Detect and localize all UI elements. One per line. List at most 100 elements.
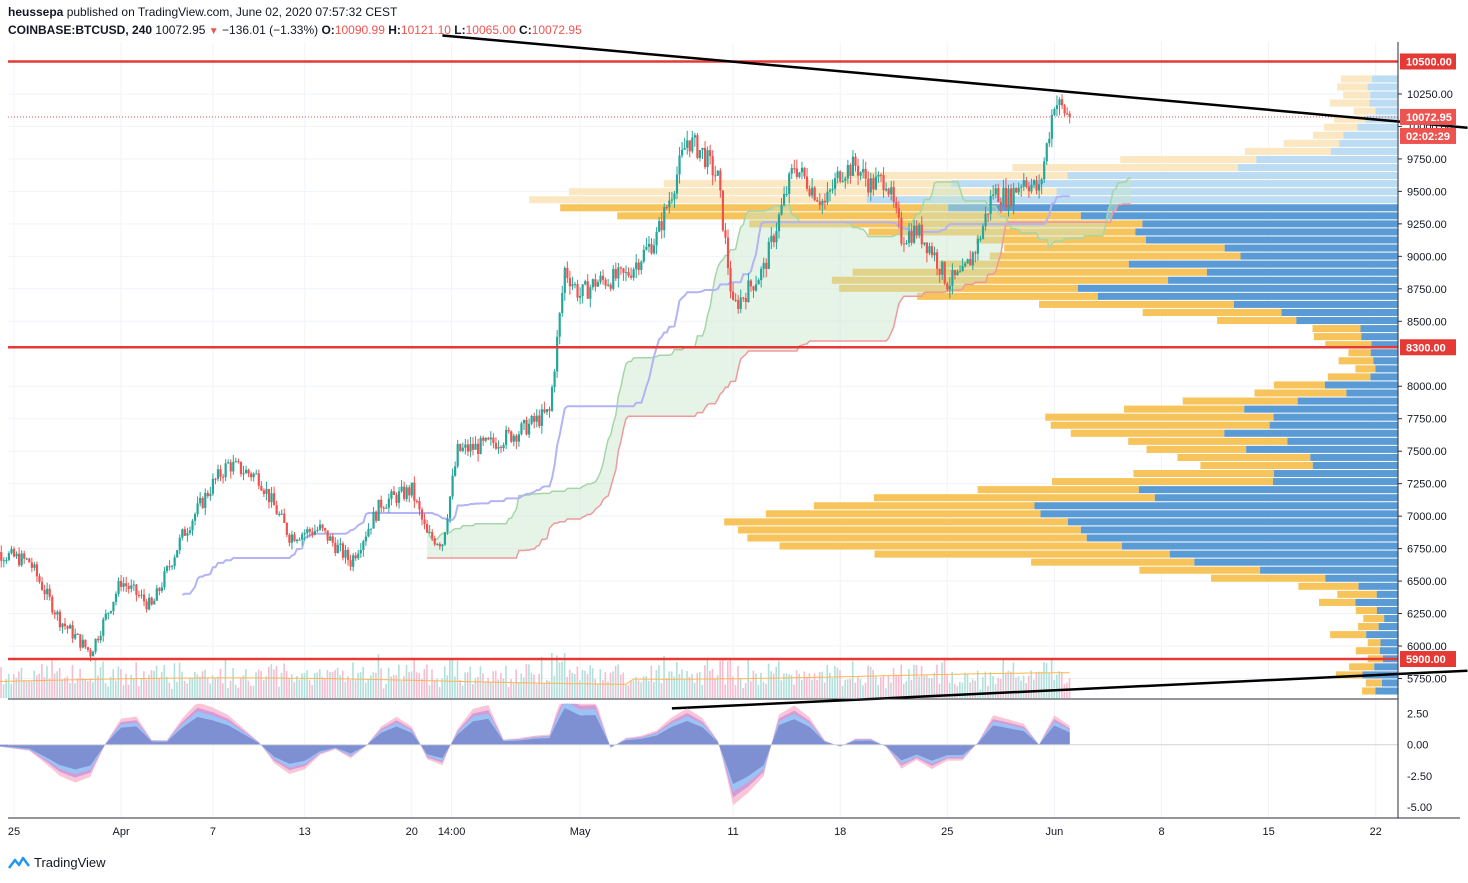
volume-bar: [800, 679, 803, 698]
volume-bar: [464, 672, 466, 698]
volume-bar: [64, 677, 66, 698]
candle-body: [219, 469, 222, 477]
trendlines[interactable]: [442, 34, 1468, 710]
time-tick-label: 14:00: [438, 826, 466, 838]
volume-profile-row: [1254, 389, 1347, 397]
volume-bar: [556, 655, 558, 698]
candle-body: [783, 194, 786, 206]
candle-body: [665, 207, 668, 209]
candle-body: [341, 543, 345, 558]
volume-bar: [510, 679, 512, 698]
time-tick-label: 8: [1158, 826, 1164, 838]
volume-bar: [1035, 672, 1038, 698]
symbol-name[interactable]: COINBASE:BTCUSD: [8, 23, 126, 37]
volume-profile-row: [724, 518, 1068, 526]
candle-body: [851, 156, 855, 176]
volume-bar: [13, 674, 15, 698]
candle-body: [1009, 188, 1013, 206]
candle-body: [466, 444, 469, 452]
price-tick-label: 9000.00: [1407, 251, 1447, 263]
volume-profile-row: [1370, 349, 1398, 357]
volume-profile-row: [1206, 268, 1398, 276]
volume-bar: [232, 667, 234, 698]
volume-bar: [155, 665, 158, 698]
candle-body: [270, 493, 273, 503]
price-tick-label: 8500.00: [1407, 316, 1447, 328]
candle-body: [114, 593, 118, 602]
volume-bar: [188, 678, 191, 698]
volume-bar: [841, 686, 844, 698]
volume-profile-row: [1273, 478, 1398, 486]
candle-body: [150, 597, 153, 605]
candle-body: [257, 473, 260, 486]
volume-bar: [61, 679, 64, 698]
volume-bar: [846, 679, 849, 698]
candle-body: [902, 243, 906, 245]
volume-bar: [614, 665, 617, 698]
candle-body: [933, 252, 936, 256]
volume-bar: [650, 665, 653, 698]
candle-body: [757, 280, 760, 285]
volume-bar: [1027, 675, 1030, 698]
candle-body: [1045, 143, 1048, 162]
interval[interactable]: 240: [132, 23, 153, 37]
volume-bar: [520, 673, 523, 698]
volume-bar: [612, 671, 614, 698]
down-arrow-icon: ▼: [208, 26, 219, 37]
volume-bar: [670, 671, 673, 698]
candle-body: [652, 245, 656, 254]
volume-bar: [635, 677, 637, 698]
volume-bar: [507, 687, 510, 698]
volume-bar: [186, 683, 188, 698]
time-axis[interactable]: 25 Apr 7 13 20 14:00 May 11 18 25 Jun 8 15 22: [8, 826, 1382, 838]
price-axis[interactable]: 10250.0010000.009750.009500.009250.00900…: [1398, 53, 1456, 686]
volume-bar: [262, 680, 265, 698]
volume-bar: [438, 687, 441, 698]
time-tick-label: 20: [406, 826, 418, 838]
low-label: L:: [454, 23, 466, 37]
candle-body: [568, 277, 571, 287]
candle-body: [729, 268, 732, 292]
volume-bar: [239, 677, 242, 698]
volume-bar: [762, 682, 765, 698]
volume-bar: [951, 671, 953, 698]
volume-bar: [2, 684, 5, 698]
price-tick-label: 9500.00: [1407, 186, 1447, 198]
volume-bar: [204, 669, 206, 698]
candle-body: [438, 544, 441, 547]
candle-body: [553, 371, 556, 388]
candle-body: [234, 461, 237, 463]
volume-bar: [403, 676, 405, 698]
volume-bar: [250, 685, 252, 698]
volume-bar: [849, 678, 851, 698]
candle-body: [482, 437, 485, 441]
volume-profile-row: [1120, 155, 1257, 163]
volume-profile-row: [1128, 437, 1288, 445]
candle-body: [907, 231, 911, 244]
price-label-box: [1400, 108, 1456, 125]
volume-bar: [594, 678, 596, 698]
candle-body: [477, 443, 480, 454]
candle-body: [2, 560, 5, 562]
candle-body: [543, 409, 546, 413]
volume-bar: [698, 671, 701, 698]
candle-body: [821, 200, 824, 205]
candle-body: [214, 478, 217, 480]
horizontal-levels[interactable]: [8, 60, 1398, 661]
volume-bar: [92, 682, 94, 698]
candle-body: [558, 313, 561, 337]
volume-bar: [966, 674, 969, 698]
candle-body: [252, 473, 255, 478]
volume-profile-row: [1378, 623, 1398, 631]
volume-profile-row: [1056, 188, 1398, 196]
candle-body: [647, 243, 651, 247]
candle-body: [716, 170, 719, 176]
candle-body: [915, 225, 918, 236]
volume-bar: [994, 684, 997, 698]
volume-profile-row: [866, 196, 1398, 204]
candle-body: [1060, 99, 1064, 106]
price-change: −136.01 (−1.33%): [222, 23, 319, 37]
volume-bar: [836, 667, 839, 698]
volume-bar: [58, 667, 61, 698]
